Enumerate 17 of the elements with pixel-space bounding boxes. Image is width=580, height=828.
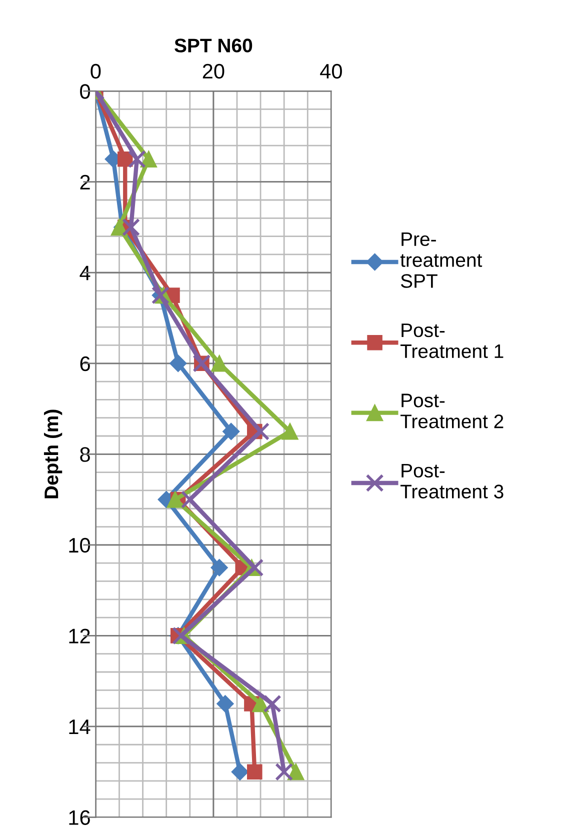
y-axis-title: Depth (m) [44,410,62,498]
legend-label: Post- Treatment 1 [400,324,504,358]
y-tick-label: 2 [80,174,90,190]
legend-label: Post- Treatment 2 [400,394,504,428]
y-tick-label: 10 [69,538,90,553]
y-tick-label: 4 [80,266,90,280]
y-tick-label: 12 [69,628,90,644]
legend-label: Pre- treatment SPT [400,232,482,288]
x-tick-label: 40 [320,64,342,79]
y-tick-label: 6 [80,356,90,372]
y-tick-label: 16 [69,810,90,825]
y-tick-label: 0 [80,84,90,99]
y-tick-label: 14 [69,720,90,734]
legend-label: Post- Treatment 3 [400,464,504,498]
x-axis-title: SPT N60 [174,38,252,52]
x-tick-label: 20 [202,64,224,79]
x-tick-label: 0 [90,64,101,79]
